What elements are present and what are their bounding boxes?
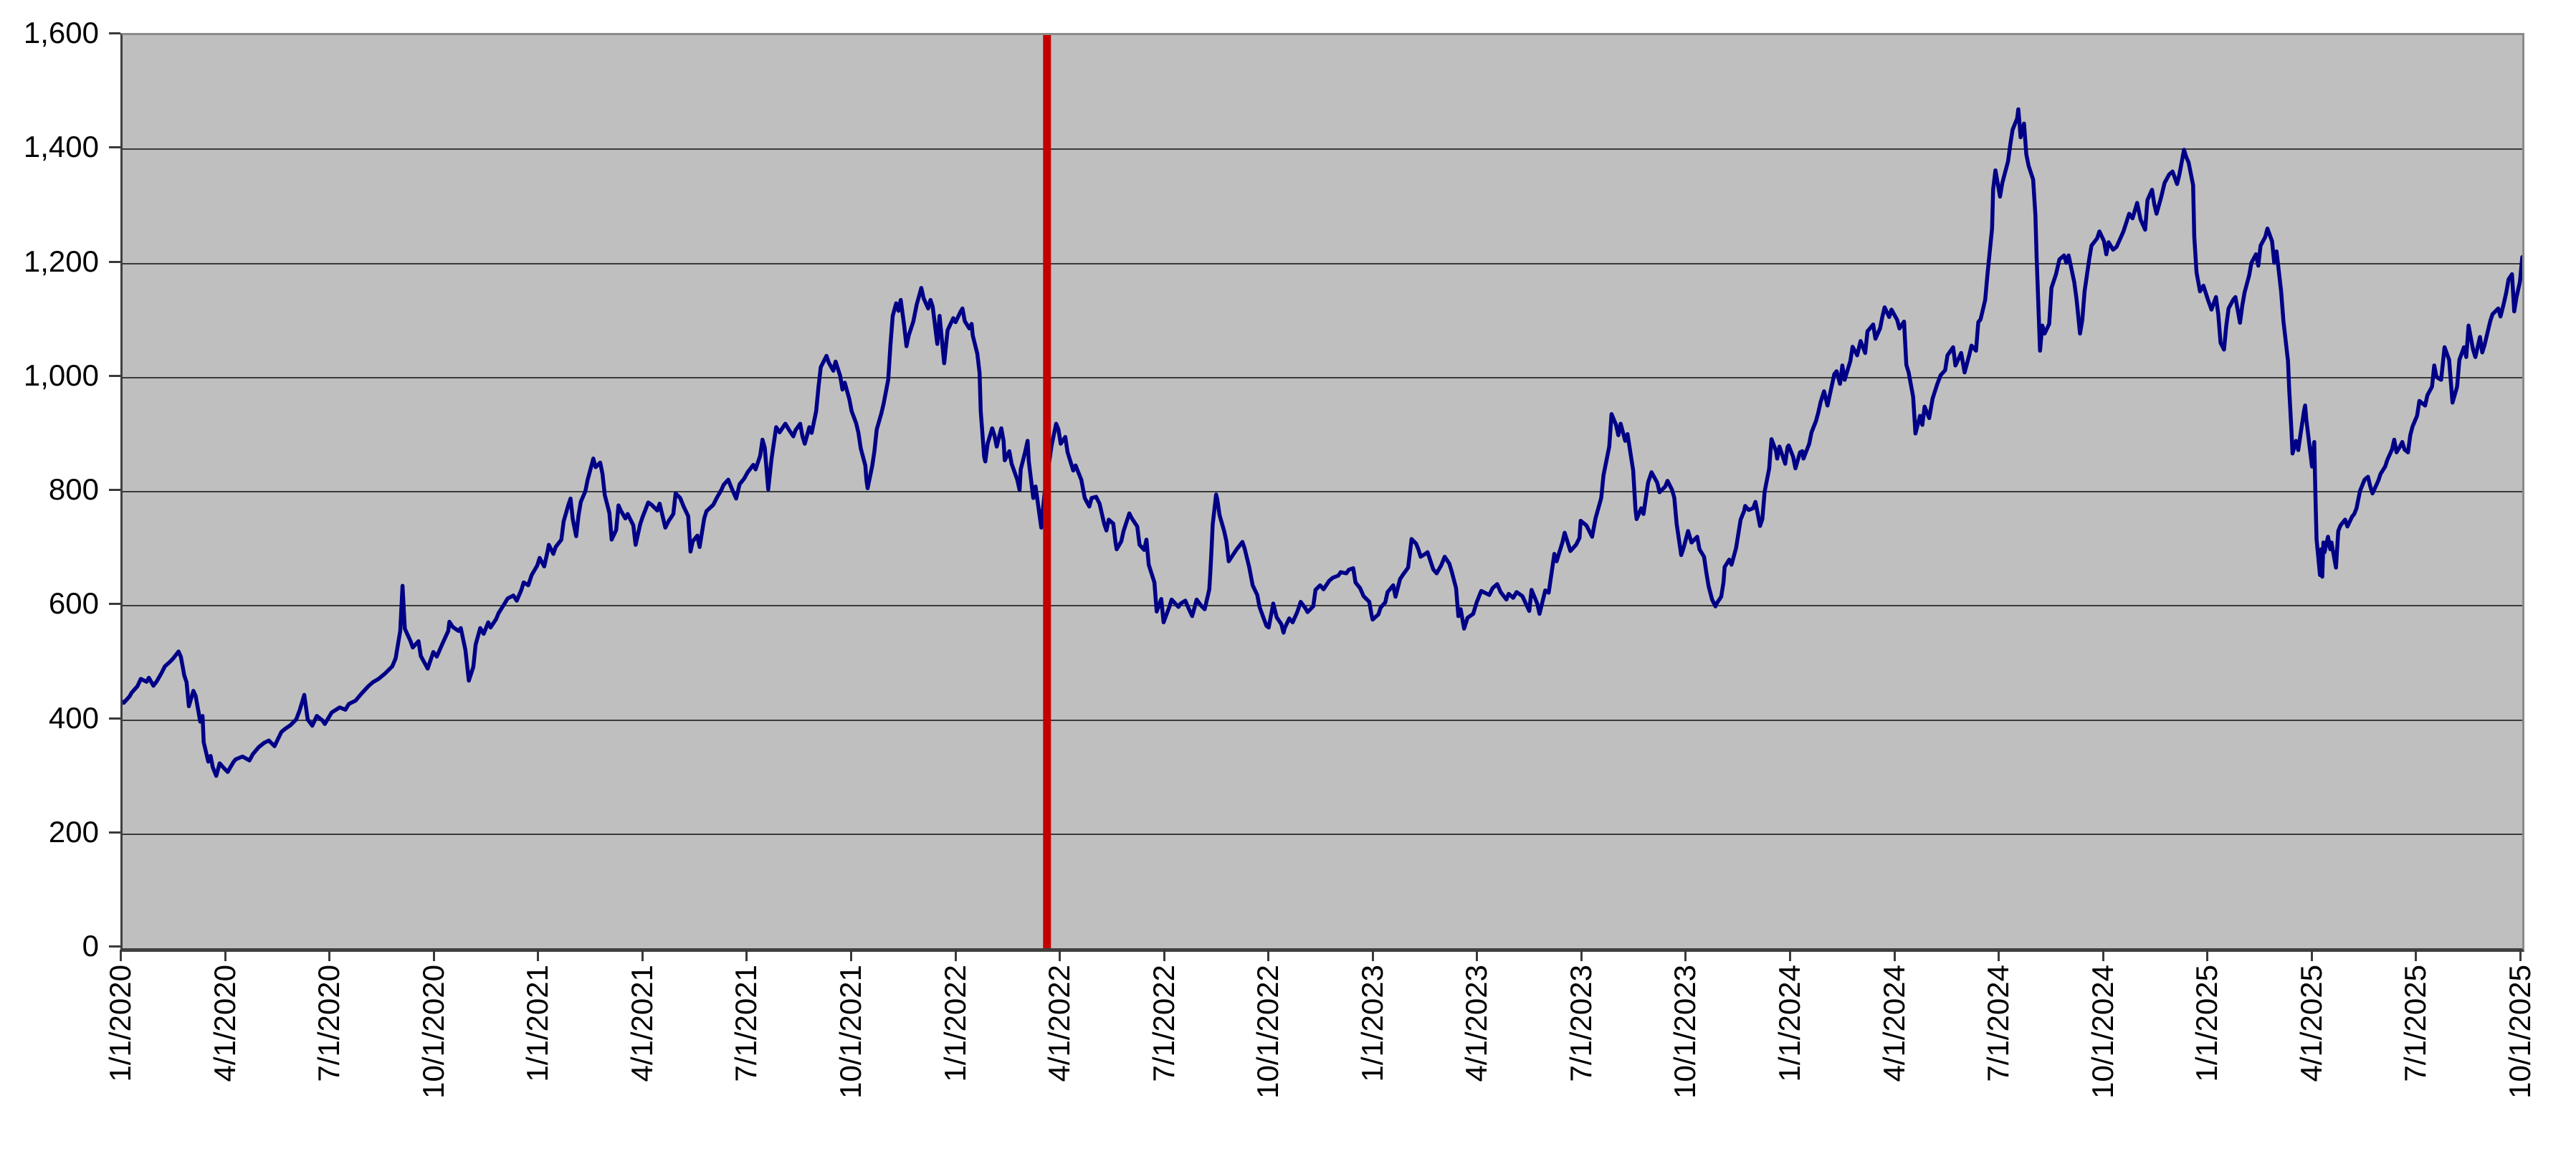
- x-axis-tick: [1476, 950, 1479, 961]
- x-tick-label: 1/1/2024: [1773, 965, 1807, 1082]
- x-axis-tick: [2519, 950, 2522, 961]
- y-tick-label: 400: [48, 700, 99, 735]
- x-axis-tick: [2415, 950, 2418, 961]
- plot-area: [120, 33, 2524, 952]
- x-axis-tick: [641, 950, 644, 961]
- gridline-600: [123, 605, 2522, 607]
- x-tick-label: 7/1/2025: [2398, 965, 2433, 1082]
- gridline-400: [123, 719, 2522, 721]
- y-axis-tick: [109, 32, 120, 34]
- y-axis-tick: [109, 260, 120, 263]
- x-tick-label: 7/1/2023: [1563, 965, 1598, 1082]
- x-tick-label: 10/1/2021: [833, 965, 867, 1099]
- x-tick-label: 4/1/2022: [1042, 965, 1077, 1082]
- y-axis-tick: [109, 374, 120, 377]
- y-tick-label: 1,200: [23, 244, 99, 278]
- x-tick-label: 10/1/2025: [2503, 965, 2537, 1099]
- series-plot: [123, 35, 2522, 948]
- y-tick-label: 200: [48, 814, 99, 849]
- gridline-800: [123, 491, 2522, 492]
- y-tick-label: 600: [48, 586, 99, 621]
- x-axis-tick: [537, 950, 540, 961]
- x-axis-tick: [2102, 950, 2104, 961]
- gridline-1200: [123, 262, 2522, 264]
- gridline-1000: [123, 376, 2522, 378]
- x-tick-label: 7/1/2022: [1146, 965, 1180, 1082]
- y-tick-label: 1,600: [23, 16, 99, 49]
- x-tick-label: 1/1/2025: [2190, 965, 2224, 1082]
- x-axis-tick: [1893, 950, 1896, 961]
- x-tick-label: 10/1/2024: [2085, 965, 2119, 1099]
- x-axis-tick: [1371, 950, 1374, 961]
- x-tick-label: 1/1/2022: [938, 965, 972, 1082]
- x-tick-label: 1/1/2021: [520, 965, 555, 1082]
- y-axis-tick: [109, 489, 120, 491]
- x-tick-label: 7/1/2020: [312, 965, 346, 1082]
- x-tick-label: 4/1/2023: [1459, 965, 1494, 1082]
- y-tick-label: 1,400: [23, 130, 99, 164]
- x-tick-label: 7/1/2024: [1981, 965, 2016, 1082]
- x-axis-tick: [1684, 950, 1687, 961]
- y-axis-tick: [109, 717, 120, 720]
- x-axis-tick: [1789, 950, 1792, 961]
- x-axis-tick: [1580, 950, 1583, 961]
- x-axis-tick: [328, 950, 331, 961]
- x-tick-label: 4/1/2021: [624, 965, 659, 1082]
- gridline-200: [123, 833, 2522, 835]
- x-tick-label: 7/1/2021: [729, 965, 763, 1082]
- x-axis-tick: [954, 950, 957, 961]
- x-tick-label: 10/1/2020: [416, 965, 450, 1099]
- y-axis-tick: [109, 146, 120, 149]
- x-axis-tick: [1163, 950, 1165, 961]
- x-tick-label: 4/1/2024: [1876, 965, 1911, 1082]
- x-axis-tick: [1267, 950, 1270, 961]
- y-tick-label: 800: [48, 472, 99, 506]
- x-axis-tick: [1998, 950, 2000, 961]
- y-axis-tick: [109, 603, 120, 606]
- y-tick-label: 0: [82, 929, 99, 963]
- y-axis-tick: [109, 831, 120, 834]
- x-axis-tick: [1059, 950, 1062, 961]
- gridline-1400: [123, 148, 2522, 151]
- x-tick-label: 4/1/2025: [2294, 965, 2328, 1082]
- x-tick-label: 10/1/2022: [1251, 965, 1285, 1099]
- x-axis-tick: [745, 950, 748, 961]
- y-tick-label: 1,000: [23, 358, 99, 392]
- x-axis-tick: [224, 950, 226, 961]
- x-axis-tick: [2206, 950, 2209, 961]
- y-axis-tick: [109, 945, 120, 948]
- x-tick-label: 1/1/2023: [1355, 965, 1389, 1082]
- x-axis-tick: [120, 950, 122, 961]
- x-tick-label: 4/1/2020: [207, 965, 242, 1082]
- x-tick-label: 10/1/2023: [1668, 965, 1702, 1099]
- x-axis-tick: [432, 950, 435, 961]
- series-line: [123, 107, 2522, 778]
- x-tick-label: 1/1/2020: [103, 965, 137, 1082]
- x-axis-tick: [849, 950, 852, 961]
- x-axis-tick: [2310, 950, 2313, 961]
